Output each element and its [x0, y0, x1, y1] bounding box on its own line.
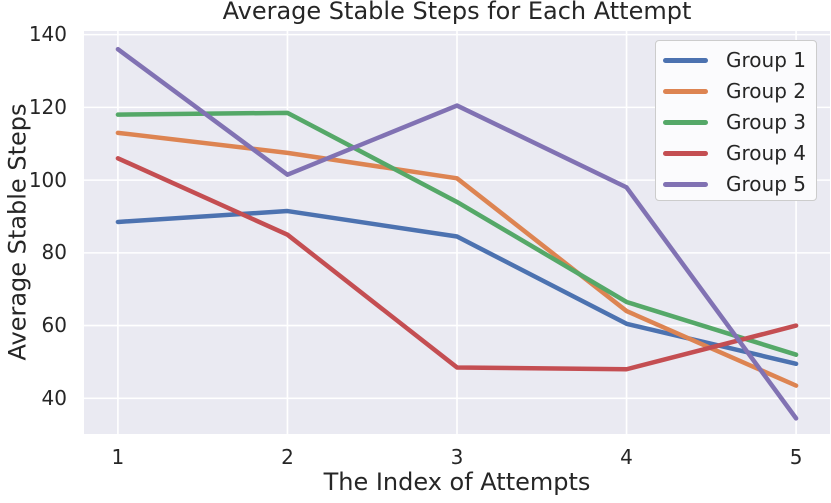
- legend-swatch-icon: [663, 58, 708, 63]
- y-tick-label: 80: [41, 240, 67, 265]
- y-axis-label: Average Stable Steps: [3, 103, 32, 361]
- x-tick-label: 1: [111, 445, 125, 469]
- x-tick-label: 2: [281, 445, 294, 469]
- legend-label: Group 4: [726, 141, 806, 165]
- legend-swatch-icon: [663, 151, 708, 156]
- x-axis-label: The Index of Attempts: [323, 468, 591, 496]
- x-tick-label: 3: [450, 445, 464, 469]
- y-tick-label: 40: [41, 385, 67, 410]
- x-tick-label: 4: [620, 445, 633, 469]
- legend-item: Group 4: [663, 138, 816, 169]
- legend: Group 1 Group 2 Group 3 Group 4 Group 5: [655, 40, 817, 201]
- legend-swatch-icon: [663, 182, 708, 187]
- series-line-group-2: [115, 130, 799, 388]
- legend-label: Group 5: [726, 172, 806, 196]
- legend-swatch-icon: [663, 120, 708, 125]
- y-tick-label: 60: [41, 313, 67, 338]
- legend-swatch-icon: [663, 89, 708, 94]
- y-tick-label: 120: [28, 94, 67, 119]
- legend-label: Group 3: [726, 110, 806, 134]
- chart-title: Average Stable Steps for Each Attempt: [222, 0, 692, 25]
- series-line-group-4: [115, 156, 799, 372]
- legend-item: Group 3: [663, 107, 816, 138]
- series-line-group-5: [115, 46, 799, 421]
- series-line-group-3: [115, 110, 799, 357]
- legend-label: Group 2: [726, 79, 806, 103]
- legend-item: Group 2: [663, 76, 816, 107]
- y-tick-label: 140: [28, 22, 67, 47]
- x-tick-label: 5: [789, 445, 803, 469]
- legend-label: Group 1: [726, 48, 806, 72]
- legend-item: Group 5: [663, 169, 816, 200]
- y-tick-label: 100: [28, 167, 67, 192]
- legend-item: Group 1: [663, 45, 816, 76]
